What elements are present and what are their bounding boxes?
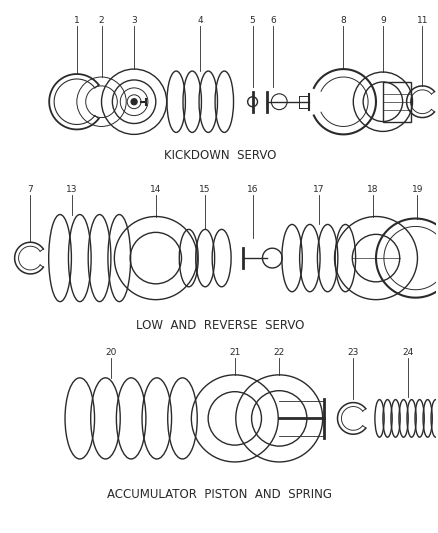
Text: 20: 20 — [106, 348, 117, 357]
Text: 24: 24 — [401, 348, 412, 357]
Text: 16: 16 — [246, 185, 258, 194]
Text: 3: 3 — [131, 15, 137, 25]
Text: 13: 13 — [66, 185, 78, 194]
Text: 18: 18 — [367, 185, 378, 194]
Text: 2: 2 — [99, 15, 104, 25]
Text: 11: 11 — [416, 15, 427, 25]
Bar — [382, 82, 410, 122]
Text: 5: 5 — [249, 15, 255, 25]
Text: KICKDOWN  SERVO: KICKDOWN SERVO — [163, 149, 276, 162]
Text: 22: 22 — [273, 348, 284, 357]
Text: 1: 1 — [74, 15, 80, 25]
Circle shape — [131, 99, 137, 104]
Text: 9: 9 — [379, 15, 385, 25]
Text: 6: 6 — [270, 15, 276, 25]
Text: 19: 19 — [411, 185, 422, 194]
Text: 7: 7 — [28, 185, 33, 194]
Text: 15: 15 — [199, 185, 210, 194]
Text: 14: 14 — [150, 185, 161, 194]
Text: 4: 4 — [197, 15, 203, 25]
Text: 21: 21 — [229, 348, 240, 357]
Text: LOW  AND  REVERSE  SERVO: LOW AND REVERSE SERVO — [135, 319, 304, 333]
Text: 17: 17 — [312, 185, 324, 194]
Text: 23: 23 — [347, 348, 358, 357]
Text: ACCUMULATOR  PISTON  AND  SPRING: ACCUMULATOR PISTON AND SPRING — [107, 488, 332, 500]
Text: 8: 8 — [340, 15, 346, 25]
